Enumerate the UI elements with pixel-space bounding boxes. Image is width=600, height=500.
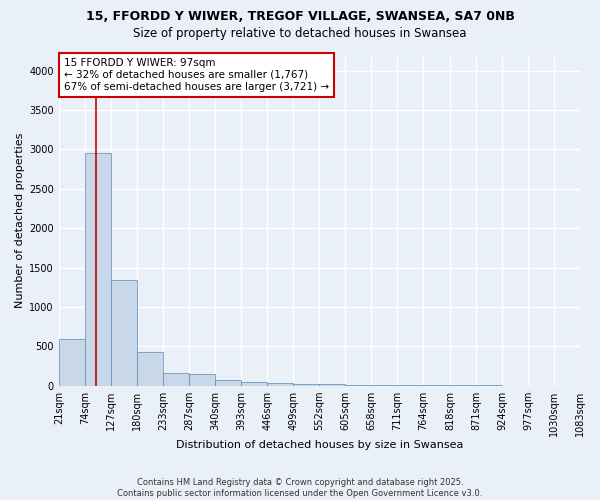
- Text: Contains HM Land Registry data © Crown copyright and database right 2025.
Contai: Contains HM Land Registry data © Crown c…: [118, 478, 482, 498]
- Bar: [241, 382, 268, 386]
- Text: Size of property relative to detached houses in Swansea: Size of property relative to detached ho…: [133, 28, 467, 40]
- Y-axis label: Number of detached properties: Number of detached properties: [15, 132, 25, 308]
- Text: 15, FFORDD Y WIWER, TREGOF VILLAGE, SWANSEA, SA7 0NB: 15, FFORDD Y WIWER, TREGOF VILLAGE, SWAN…: [86, 10, 514, 23]
- Bar: [346, 384, 371, 386]
- Bar: [371, 385, 397, 386]
- Bar: [59, 340, 85, 386]
- Bar: [319, 384, 346, 386]
- Bar: [163, 374, 190, 386]
- Bar: [293, 384, 319, 386]
- Bar: [85, 152, 111, 386]
- X-axis label: Distribution of detached houses by size in Swansea: Distribution of detached houses by size …: [176, 440, 463, 450]
- Bar: [137, 352, 163, 386]
- Bar: [190, 374, 215, 386]
- Bar: [268, 384, 293, 386]
- Bar: [111, 280, 137, 386]
- Bar: [215, 380, 241, 386]
- Bar: [397, 385, 424, 386]
- Text: 15 FFORDD Y WIWER: 97sqm
← 32% of detached houses are smaller (1,767)
67% of sem: 15 FFORDD Y WIWER: 97sqm ← 32% of detach…: [64, 58, 329, 92]
